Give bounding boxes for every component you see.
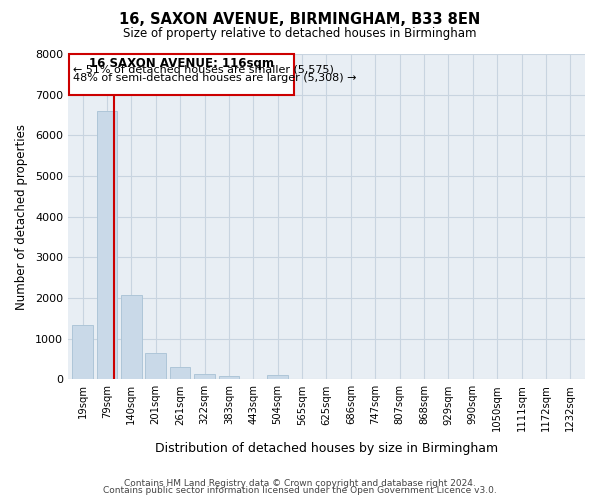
Text: ← 51% of detached houses are smaller (5,575): ← 51% of detached houses are smaller (5,… xyxy=(73,64,334,74)
Text: Contains HM Land Registry data © Crown copyright and database right 2024.: Contains HM Land Registry data © Crown c… xyxy=(124,478,476,488)
FancyBboxPatch shape xyxy=(69,54,293,94)
Bar xyxy=(121,294,142,380)
Bar xyxy=(218,376,239,380)
Bar xyxy=(170,367,190,380)
Text: 16 SAXON AVENUE: 116sqm: 16 SAXON AVENUE: 116sqm xyxy=(89,58,274,70)
Text: Size of property relative to detached houses in Birmingham: Size of property relative to detached ho… xyxy=(123,28,477,40)
Bar xyxy=(72,325,93,380)
Text: Contains public sector information licensed under the Open Government Licence v3: Contains public sector information licen… xyxy=(103,486,497,495)
Bar xyxy=(268,375,288,380)
Bar xyxy=(194,374,215,380)
X-axis label: Distribution of detached houses by size in Birmingham: Distribution of detached houses by size … xyxy=(155,442,498,455)
Text: 48% of semi-detached houses are larger (5,308) →: 48% of semi-detached houses are larger (… xyxy=(73,73,356,83)
Bar xyxy=(97,111,118,380)
Bar xyxy=(145,353,166,380)
Y-axis label: Number of detached properties: Number of detached properties xyxy=(15,124,28,310)
Text: 16, SAXON AVENUE, BIRMINGHAM, B33 8EN: 16, SAXON AVENUE, BIRMINGHAM, B33 8EN xyxy=(119,12,481,28)
